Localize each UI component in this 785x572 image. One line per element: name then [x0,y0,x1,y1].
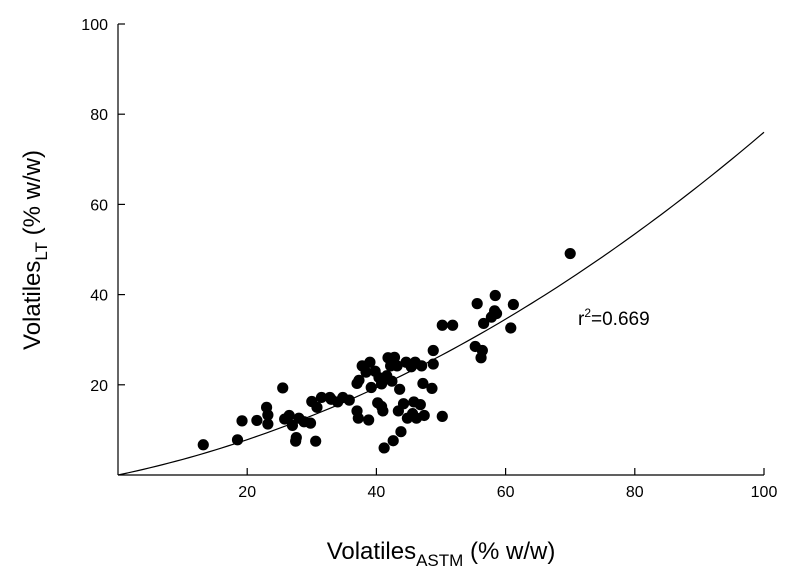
data-point [378,442,390,454]
fit-curve [117,131,765,476]
data-point [397,398,410,410]
data-point [507,298,519,311]
x-axis-title-rest: (% w/w) [463,538,555,565]
x-tick-label: 40 [368,484,386,501]
data-point [315,391,328,404]
plot-frame [117,24,764,476]
data-point [262,418,274,430]
data-point [387,435,399,447]
x-tick-label: 80 [626,484,644,501]
data-point [277,382,289,394]
data-point [436,410,448,422]
y-tick-label: 20 [90,378,108,395]
data-point [251,414,263,427]
y-axis-title-main: Volatiles [19,261,46,350]
data-point [447,319,459,331]
data-point [476,344,488,357]
data-point [417,377,429,390]
data-points [197,247,576,454]
data-point [364,356,376,368]
data-point [236,415,248,427]
data-point [377,405,389,417]
data-point [436,319,448,331]
r-squared-sup: 2 [584,306,591,320]
data-point [388,351,401,363]
x-axis-title-main: Volatiles [327,538,416,565]
y-tick-label: 80 [90,107,108,124]
y-axis-title-sub: LT [32,242,51,261]
data-point [394,383,406,395]
data-point [197,439,209,451]
data-point [489,289,501,302]
x-axis-ticks: 20 40 60 80 100 [238,468,777,501]
data-point [304,417,317,429]
data-point [386,375,398,387]
r-squared-value: =0.669 [591,309,650,330]
data-point [416,360,428,372]
data-point [365,381,377,394]
data-point [414,399,426,411]
data-point [310,435,322,447]
x-tick-label: 20 [238,484,256,501]
data-point [418,409,430,422]
data-point [426,382,438,395]
data-point [353,374,365,386]
data-point [471,298,483,310]
x-axis-title: VolatilesASTM (% w/w) [327,538,556,570]
r-squared-base: r [578,309,585,330]
data-point [478,317,490,330]
data-point [283,409,295,422]
data-point [290,431,302,444]
y-axis-title-rest: (% w/w) [19,150,46,242]
data-point [231,434,244,446]
data-point [360,366,372,378]
data-point [490,307,503,320]
data-point [311,401,323,413]
data-point [352,412,364,424]
y-tick-label: 100 [81,17,108,34]
data-point [363,414,375,426]
data-point [343,394,355,406]
y-axis-ticks: 20 40 60 80 100 [81,17,125,395]
data-point [391,360,403,372]
x-axis-title-sub: ASTM [416,551,463,570]
data-point [262,409,274,421]
r-squared-annotation: r2=0.669 [578,306,650,330]
y-tick-label: 40 [90,288,108,305]
y-tick-label: 60 [90,197,108,214]
y-axis-title: VolatilesLT (% w/w) [19,150,51,350]
data-point [286,419,299,431]
x-tick-label: 100 [751,484,778,501]
data-point [427,344,439,357]
data-point [564,247,576,260]
data-point [505,322,517,334]
data-point [375,378,388,390]
x-tick-label: 60 [497,484,515,501]
data-point [395,426,407,438]
data-point [427,358,439,370]
